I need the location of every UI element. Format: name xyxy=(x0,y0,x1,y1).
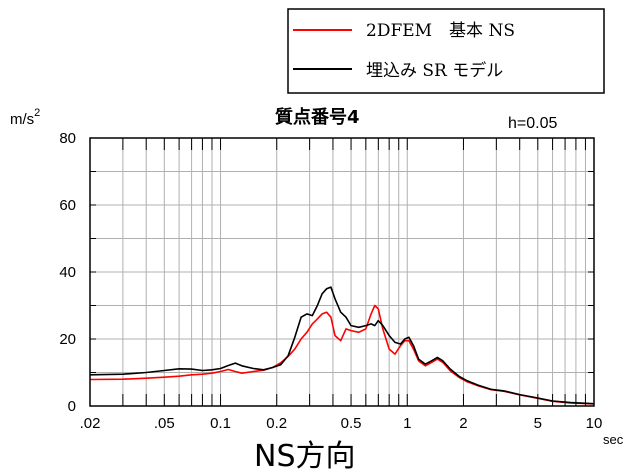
plot-frame xyxy=(89,137,595,407)
series-layer xyxy=(89,286,595,405)
x-tick-label: .02 xyxy=(80,415,101,432)
series-line-2dfem xyxy=(89,304,595,405)
y-unit-superscript: 2 xyxy=(34,107,40,119)
y-tick-labels: 0 20 40 60 80 xyxy=(59,130,76,415)
caption: NS方向 xyxy=(254,439,355,473)
x-tick-label: 10 xyxy=(586,415,603,432)
x-tick-labels: .02 .05 0.1 0.2 0.5 1 2 5 10 xyxy=(80,415,603,432)
x-tick-label: 2 xyxy=(459,415,467,432)
y-tick-label: 80 xyxy=(59,130,76,147)
x-tick-label: 1 xyxy=(403,415,411,432)
legend-label-sr-model: 埋込み SR モデル xyxy=(366,60,503,81)
series-line-sr-model xyxy=(89,286,595,405)
x-unit-label: sec xyxy=(603,432,624,447)
damping-label: h=0.05 xyxy=(508,115,557,132)
grid xyxy=(90,138,594,406)
y-tick-label: 0 xyxy=(68,398,76,415)
y-tick-label: 40 xyxy=(59,264,76,281)
legend: 2DFEM 基本 NS 埋込み SR モデル xyxy=(287,8,605,94)
y-unit-label: m/s2 xyxy=(10,107,40,128)
y-tick-label: 20 xyxy=(59,331,76,348)
legend-box xyxy=(287,8,605,94)
y-tick-label: 60 xyxy=(59,197,76,214)
chart-title: 質点番号4 xyxy=(275,106,360,128)
x-tick-label: 0.1 xyxy=(210,415,231,432)
x-tick-label: 0.5 xyxy=(341,415,362,432)
x-tick-label: 5 xyxy=(534,415,542,432)
legend-label-2dfem: 2DFEM 基本 NS xyxy=(366,21,515,41)
x-tick-label: .05 xyxy=(154,415,175,432)
x-tick-label: 0.2 xyxy=(266,415,287,432)
y-unit-base: m/s xyxy=(10,111,34,128)
